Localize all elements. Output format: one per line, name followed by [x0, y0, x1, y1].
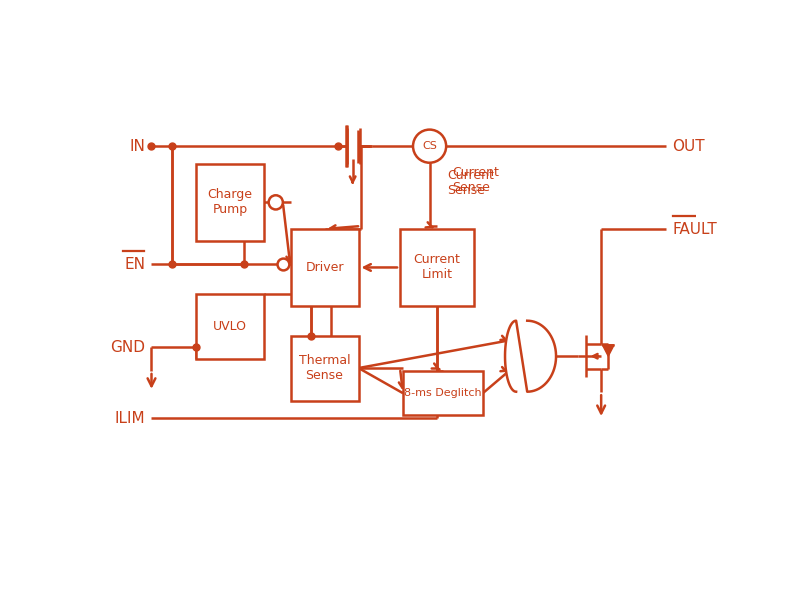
- Circle shape: [278, 259, 290, 271]
- Text: Current
Limit: Current Limit: [414, 253, 461, 281]
- Circle shape: [269, 195, 283, 209]
- Text: CS: CS: [422, 141, 437, 151]
- Polygon shape: [505, 321, 556, 392]
- Text: Thermal
Sense: Thermal Sense: [298, 354, 350, 382]
- Text: UVLO: UVLO: [213, 320, 247, 333]
- Bar: [290, 335, 358, 401]
- Polygon shape: [602, 345, 614, 356]
- Text: FAULT: FAULT: [672, 221, 717, 236]
- Text: GND: GND: [110, 340, 146, 355]
- Text: EN: EN: [125, 257, 146, 272]
- Text: ILIM: ILIM: [115, 411, 146, 426]
- Text: Charge
Pump: Charge Pump: [207, 188, 252, 217]
- Text: Current
Sense: Current Sense: [447, 169, 494, 197]
- Bar: [400, 229, 474, 306]
- Circle shape: [413, 130, 446, 163]
- Text: OUT: OUT: [672, 139, 705, 154]
- Text: 8-ms Deglitch: 8-ms Deglitch: [404, 388, 482, 398]
- Bar: [403, 371, 483, 415]
- Bar: [196, 164, 264, 241]
- Bar: [196, 294, 264, 359]
- Text: Driver: Driver: [306, 261, 344, 274]
- Text: Current
Sense: Current Sense: [452, 166, 499, 194]
- Bar: [290, 229, 358, 306]
- Text: IN: IN: [130, 139, 146, 154]
